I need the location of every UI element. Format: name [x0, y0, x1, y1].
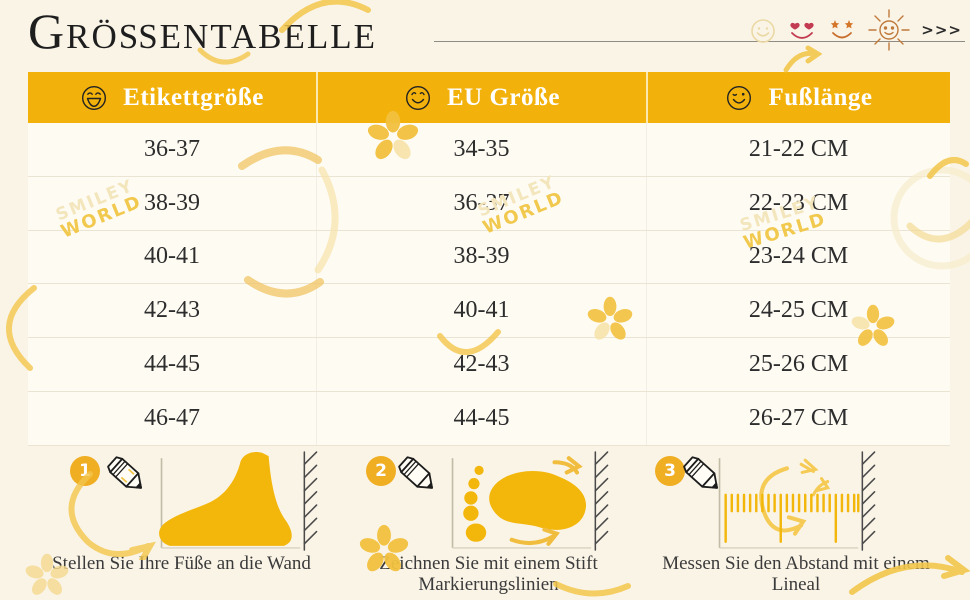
step-1: 1 [28, 450, 335, 600]
laughing-smiley-icon [82, 85, 107, 110]
pencil-icon [683, 456, 718, 489]
page-header: Größentabelle [0, 0, 970, 66]
header-divider [434, 41, 965, 42]
table-header-row: Etikettgröße EU Größe Fußlänge [28, 72, 950, 123]
footprint-illustration [451, 451, 609, 551]
foot-length-value: 23-24 CM [646, 230, 950, 284]
foot-length-value: 21-22 CM [646, 123, 950, 176]
header-cell-eu-groesse: EU Größe [316, 72, 646, 123]
foot-length-value: 26-27 CM [646, 391, 950, 445]
step-number-badge: 3 [655, 456, 685, 486]
smiley-face-icon [751, 19, 776, 43]
eu-size-value: 36-37 [316, 176, 646, 230]
foot-length-value: 22-23 CM [646, 176, 950, 230]
foot-length-value: 25-26 CM [646, 338, 950, 391]
foot-at-wall-illustration [159, 451, 318, 551]
step-3: 3 [642, 450, 950, 600]
ruler-ticks [724, 493, 860, 544]
triple-arrow-glyph: >>> [921, 21, 962, 39]
table-row: 42-43 40-41 24-25 CM [28, 284, 950, 339]
step-number-badge: 1 [70, 456, 100, 486]
step-caption: Messen Sie den Abstand mit einem Lineal [662, 553, 930, 595]
happy-smiley-icon [405, 85, 430, 110]
step-number-badge: 2 [366, 456, 396, 486]
eu-size-value: 34-35 [316, 123, 646, 176]
ruler-illustration [718, 451, 876, 551]
eu-size-value: 40-41 [316, 284, 646, 338]
header-icons: >>> [749, 8, 962, 52]
table-row: 40-41 38-39 23-24 CM [28, 230, 950, 285]
column-label: Etikettgröße [123, 83, 264, 111]
eu-size-value: 44-45 [316, 391, 646, 445]
footprint-silhouette [463, 465, 587, 542]
table-row: 36-37 34-35 21-22 CM [28, 123, 950, 177]
column-label: EU Größe [446, 83, 561, 111]
table-row: 44-45 42-43 25-26 CM [28, 338, 950, 392]
star-eyes-smiley-icon [831, 20, 854, 39]
heart-eyes-smiley-icon [790, 22, 814, 39]
table-row: 46-47 44-45 26-27 CM [28, 391, 950, 446]
foot-length-value: 24-25 CM [646, 284, 950, 338]
label-size-value: 42-43 [144, 297, 200, 324]
header-cell-etikettgroesse: Etikettgröße [28, 72, 316, 123]
pencil-icon [398, 456, 433, 489]
label-size-value: 40-41 [144, 243, 200, 270]
header-cell-fusslaenge: Fußlänge [646, 72, 950, 123]
sun-smiley-icon [868, 9, 910, 51]
eu-size-value: 38-39 [316, 230, 646, 284]
label-size-value: 38-39 [144, 189, 200, 216]
column-label: Fußlänge [768, 83, 873, 111]
foot-silhouette [159, 452, 292, 546]
swirl-doodle [759, 466, 807, 536]
step-caption: Zeichnen Sie mit einem Stift Markierungs… [379, 553, 598, 595]
measuring-steps: 1 [28, 450, 950, 600]
label-size-value: 36-37 [144, 135, 200, 162]
wink-smiley-icon [727, 85, 752, 110]
table-row: 38-39 36-37 22-23 CM [28, 176, 950, 231]
step-caption: Stellen Sie Ihre Füße an die Wand [52, 553, 311, 574]
step-2: 2 [335, 450, 642, 600]
eu-size-value: 42-43 [316, 338, 646, 391]
label-size-value: 44-45 [144, 351, 200, 378]
page-title: Größentabelle [28, 3, 378, 59]
size-table: Etikettgröße EU Größe Fußlänge [28, 72, 950, 446]
label-size-value: 46-47 [144, 404, 200, 431]
